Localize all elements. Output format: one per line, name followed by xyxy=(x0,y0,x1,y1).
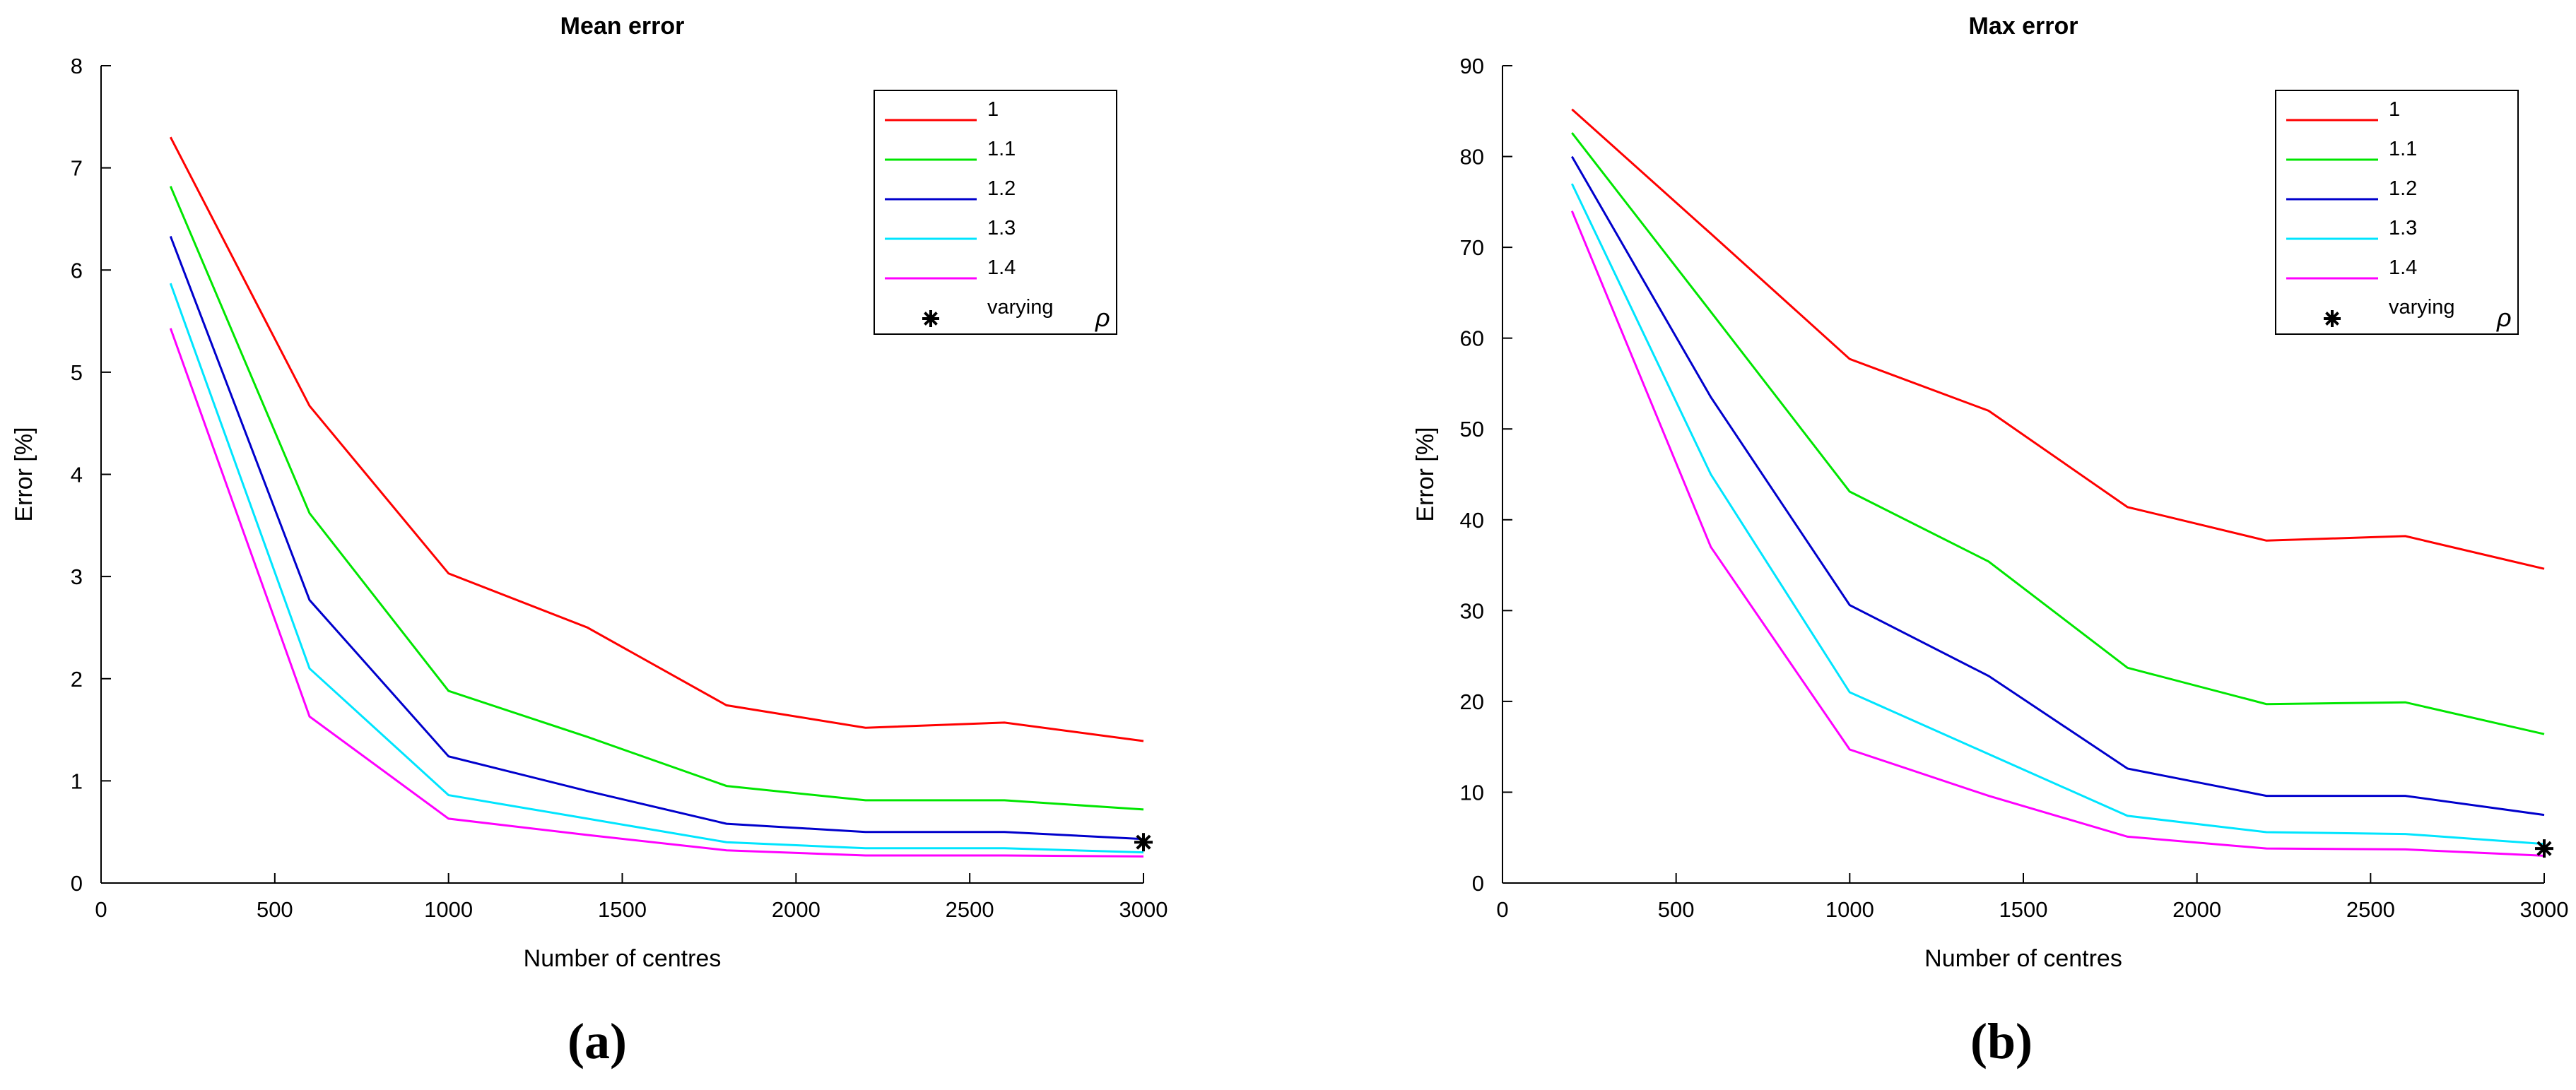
series-line-1-1 xyxy=(1571,132,2545,735)
y-tick-label: 50 xyxy=(1460,417,1484,442)
legend-box xyxy=(2275,90,2519,335)
y-tick-label: 0 xyxy=(1472,871,1484,896)
x-tick-label: 2500 xyxy=(2346,897,2395,922)
legend-varying-marker xyxy=(922,310,939,327)
series-line-1 xyxy=(169,136,1144,742)
legend: 1 1.1 1.2 1.3 1.4 varying ρ xyxy=(2275,90,2519,335)
panel-label: (a) xyxy=(567,1013,627,1070)
legend-label: 1 xyxy=(2389,98,2400,121)
series-line-1 xyxy=(1571,108,2545,570)
y-tick-label: 3 xyxy=(71,564,83,589)
varying-marker xyxy=(1134,833,1153,852)
chart-title: Max error xyxy=(1969,13,2078,40)
series-line-1-4 xyxy=(1570,211,2545,857)
series-line-1-2 xyxy=(1571,155,2545,817)
x-tick-label: 3000 xyxy=(1119,897,1168,922)
legend-label: 1.1 xyxy=(987,138,1016,160)
y-tick-label: 2 xyxy=(71,667,83,692)
chart-panel-2: Max error 0 10 20 30 40 50 60 70 80 90 0 500 1000 1500… xyxy=(1412,13,2568,1070)
x-axis-label: Number of centres xyxy=(1924,945,2122,972)
legend-label: 1 xyxy=(987,98,999,121)
x-tick-label: 500 xyxy=(1658,897,1695,922)
series-line-1-2 xyxy=(169,235,1144,841)
legend-label: 1.4 xyxy=(2389,256,2417,279)
legend-rho-symbol: ρ xyxy=(2496,303,2512,332)
asterisk-stroke xyxy=(1136,834,1151,850)
legend-varying-marker xyxy=(2324,310,2341,327)
x-tick-label: 0 xyxy=(95,897,107,922)
y-tick-label: 8 xyxy=(71,54,83,78)
y-tick-label: 10 xyxy=(1460,780,1484,805)
legend-label: 1.3 xyxy=(2389,217,2417,239)
y-tick-label: 40 xyxy=(1460,508,1484,533)
y-tick-label: 80 xyxy=(1460,145,1484,170)
legend-box xyxy=(874,90,1117,335)
y-tick-label: 5 xyxy=(71,360,83,385)
y-tick-label: 6 xyxy=(71,258,83,283)
x-axis-label: Number of centres xyxy=(524,945,722,972)
chart-title: Mean error xyxy=(560,13,685,40)
legend-label: 1.3 xyxy=(987,217,1016,239)
y-tick-label: 4 xyxy=(71,463,83,487)
y-tick-label: 70 xyxy=(1460,235,1484,260)
asterisk-stroke xyxy=(924,312,938,326)
y-tick-label: 7 xyxy=(71,156,83,181)
y-axis-label: Error [%] xyxy=(11,427,37,521)
legend-label-varying: varying xyxy=(987,296,1054,319)
x-tick-label: 1500 xyxy=(1999,897,2048,922)
legend-label: 1.4 xyxy=(987,256,1016,279)
x-tick-label: 3000 xyxy=(2520,897,2569,922)
y-tick-label: 30 xyxy=(1460,598,1484,623)
legend-rho-symbol: ρ xyxy=(1095,303,1110,332)
legend-label: 1.2 xyxy=(987,177,1016,200)
series-line-1-1 xyxy=(169,186,1144,811)
varying-marker xyxy=(2535,839,2553,858)
series-line-1-3 xyxy=(169,283,1144,854)
y-tick-label: 1 xyxy=(71,769,83,793)
x-tick-label: 2000 xyxy=(2172,897,2221,922)
x-tick-label: 0 xyxy=(1496,897,1508,922)
y-tick-label: 90 xyxy=(1460,54,1484,78)
y-axis-label: Error [%] xyxy=(1412,427,1439,521)
legend-label-varying: varying xyxy=(2389,296,2455,319)
x-tick-label: 2500 xyxy=(946,897,994,922)
panel-label: (b) xyxy=(1970,1013,2033,1070)
y-tick-label: 60 xyxy=(1460,326,1484,351)
x-tick-label: 500 xyxy=(257,897,293,922)
x-tick-label: 2000 xyxy=(772,897,821,922)
x-tick-label: 1000 xyxy=(1825,897,1874,922)
chart-panel-1: Mean error 0 1 2 3 4 5 6 7 8 0 500 1000 1500 2000 2500 3… xyxy=(11,13,1168,1070)
y-tick-label: 20 xyxy=(1460,689,1484,714)
asterisk-stroke xyxy=(2325,312,2339,326)
y-tick-label: 0 xyxy=(71,871,83,896)
legend: 1 1.1 1.2 1.3 1.4 varying ρ xyxy=(874,90,1117,335)
x-tick-label: 1000 xyxy=(424,897,473,922)
series-line-1-3 xyxy=(1570,183,2545,846)
legend-label: 1.1 xyxy=(2389,138,2417,160)
legend-label: 1.2 xyxy=(2389,177,2417,200)
series-line-1-4 xyxy=(169,328,1144,858)
asterisk-stroke xyxy=(2536,841,2552,856)
x-tick-label: 1500 xyxy=(598,897,647,922)
